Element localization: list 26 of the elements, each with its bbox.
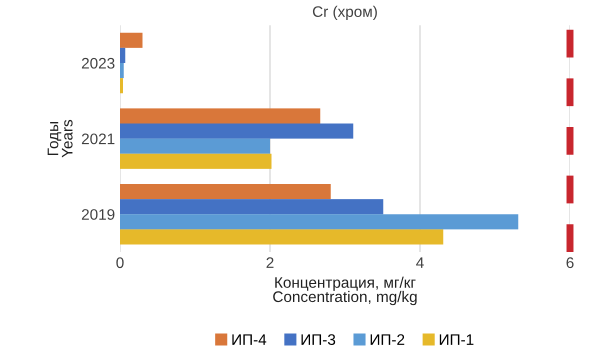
x-tick-label: 0: [116, 257, 124, 268]
bar: [120, 138, 270, 154]
bar: [120, 214, 518, 230]
x-axis-title: Концентрация, мг/кг Concentration, mg/kg: [273, 276, 417, 306]
legend-label: ИП-2: [370, 334, 404, 345]
bar: [120, 48, 126, 63]
chart-title: Cr (хром): [312, 6, 377, 20]
bar: [120, 123, 354, 139]
bar: [120, 32, 142, 48]
bar: [120, 154, 272, 169]
bar: [120, 229, 444, 244]
y-tick-label: 2021: [82, 133, 114, 144]
legend-label: ИП-4: [232, 334, 266, 345]
y-tick-label: 2019: [82, 209, 114, 220]
bar: [120, 63, 124, 78]
y-axis-title: Годы Years: [48, 120, 73, 158]
x-tick-label: 6: [566, 257, 574, 268]
bar: [120, 199, 384, 214]
bar: [120, 184, 331, 200]
bar: [120, 108, 320, 124]
bar: [120, 78, 123, 94]
legend-label: ИП-3: [302, 334, 336, 346]
x-tick-label: 2: [266, 257, 274, 268]
x-tick-label: 4: [416, 257, 424, 268]
legend-label: ИП-1: [440, 334, 474, 345]
y-tick-label: 2023: [82, 58, 114, 69]
